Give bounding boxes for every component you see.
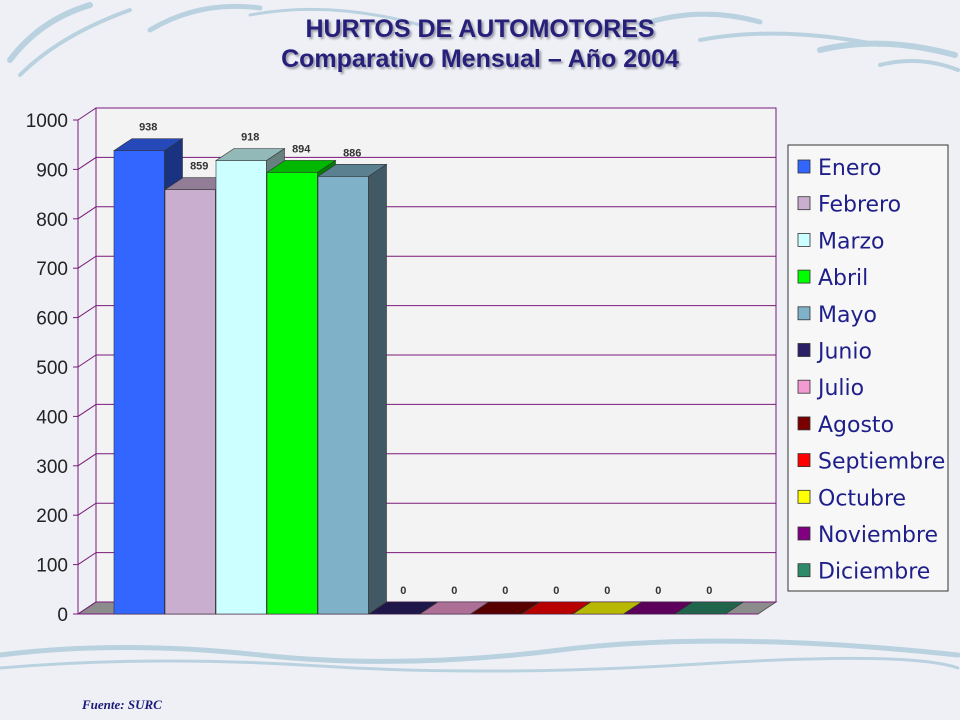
legend-swatch-agosto	[797, 416, 811, 431]
legend-label-noviembre: Noviembre	[818, 523, 938, 548]
y-tick-label: 600	[36, 309, 68, 330]
bar-front	[317, 176, 369, 615]
gridlines	[77, 107, 776, 615]
data-label-agosto: 0	[502, 585, 508, 597]
legend-swatch-noviembre	[797, 526, 811, 541]
y-tick-label: 800	[36, 210, 68, 231]
data-label-marzo: 918	[241, 132, 259, 144]
legend-label-enero: Enero	[818, 156, 881, 181]
data-label-abril: 894	[292, 143, 311, 155]
y-tick-label: 0	[57, 605, 68, 626]
y-tick-label: 900	[36, 160, 68, 181]
legend-swatch-febrero	[797, 196, 811, 211]
chart-title: HURTOS DE AUTOMOTORES	[305, 15, 655, 43]
legend-label-agosto: Agosto	[818, 413, 894, 438]
data-label-noviembre: 0	[655, 585, 661, 597]
gridline	[77, 305, 776, 319]
bar-side	[368, 163, 387, 615]
legend-label-junio: Junio	[816, 340, 872, 365]
gridline	[77, 206, 776, 220]
legend-swatch-abril	[797, 269, 811, 284]
legend-label-diciembre: Diciembre	[818, 560, 930, 585]
data-label-mayo: 886	[343, 147, 361, 159]
legend-swatch-diciembre	[797, 563, 811, 578]
legend-label-marzo: Marzo	[818, 229, 885, 254]
bar-top	[113, 138, 184, 151]
y-tick-label: 300	[36, 457, 68, 478]
gridline	[77, 354, 776, 368]
gridline	[77, 255, 776, 269]
bar-top	[317, 164, 388, 177]
gridline	[77, 502, 776, 516]
y-tick-label: 1000	[26, 111, 68, 132]
bar-front	[266, 172, 318, 615]
y-tick-label: 400	[36, 407, 68, 428]
data-label-septiembre: 0	[553, 585, 559, 597]
data-label-junio: 0	[400, 585, 406, 597]
gridline	[77, 107, 776, 121]
legend-swatch-septiembre	[797, 453, 811, 468]
gridline	[77, 403, 776, 417]
bar-front	[215, 160, 267, 615]
legend-swatch-mayo	[797, 306, 811, 321]
legend-label-septiembre: Septiembre	[818, 450, 945, 475]
y-tick-label: 500	[36, 358, 68, 379]
gridline	[77, 156, 776, 170]
legend-swatch-julio	[797, 379, 811, 394]
chart-subtitle: Comparativo Mensual – Año 2004	[281, 45, 679, 73]
legend-label-julio: Julio	[816, 376, 864, 401]
gridline	[77, 552, 776, 566]
legend-box	[787, 144, 949, 592]
title-block: HURTOS DE AUTOMOTORES Comparativo Mensua…	[0, 14, 960, 74]
bar-top	[266, 160, 337, 173]
legend-swatch-marzo	[797, 232, 811, 247]
legend-label-mayo: Mayo	[818, 303, 877, 328]
data-label-julio: 0	[451, 585, 457, 597]
legend-label-octubre: Octubre	[818, 486, 906, 511]
gridline	[77, 453, 776, 467]
bar-front	[113, 150, 165, 615]
bar-top	[215, 148, 286, 161]
source-note: Fuente: SURC	[82, 697, 162, 712]
bar-front	[164, 189, 216, 615]
data-label-octubre: 0	[604, 585, 610, 597]
legend-label-febrero: Febrero	[818, 193, 901, 218]
legend-swatch-enero	[797, 159, 811, 174]
bar-diciembre	[674, 601, 745, 615]
y-tick-label: 200	[36, 506, 68, 527]
y-axis-ticks: 0 100 200 300 400 500 600 700 800 900 1000	[26, 111, 78, 626]
legend: Enero Febrero Marzo Abril Mayo Junio Julio Agos…	[787, 144, 949, 592]
legend-label-abril: Abril	[818, 266, 868, 291]
bar-mayo	[317, 163, 388, 615]
data-label-enero: 938	[139, 122, 157, 134]
legend-swatch-junio	[797, 343, 811, 357]
legend-swatch-octubre	[797, 489, 811, 504]
bars	[113, 138, 745, 615]
y-tick-label: 100	[36, 556, 68, 577]
data-label-diciembre: 0	[706, 585, 712, 597]
data-labels: 938 859 918 894 886 0 0 0 0 0 0 0	[139, 122, 712, 597]
y-tick-label: 700	[36, 259, 68, 280]
bar-top	[674, 601, 745, 615]
data-label-febrero: 859	[190, 161, 208, 173]
